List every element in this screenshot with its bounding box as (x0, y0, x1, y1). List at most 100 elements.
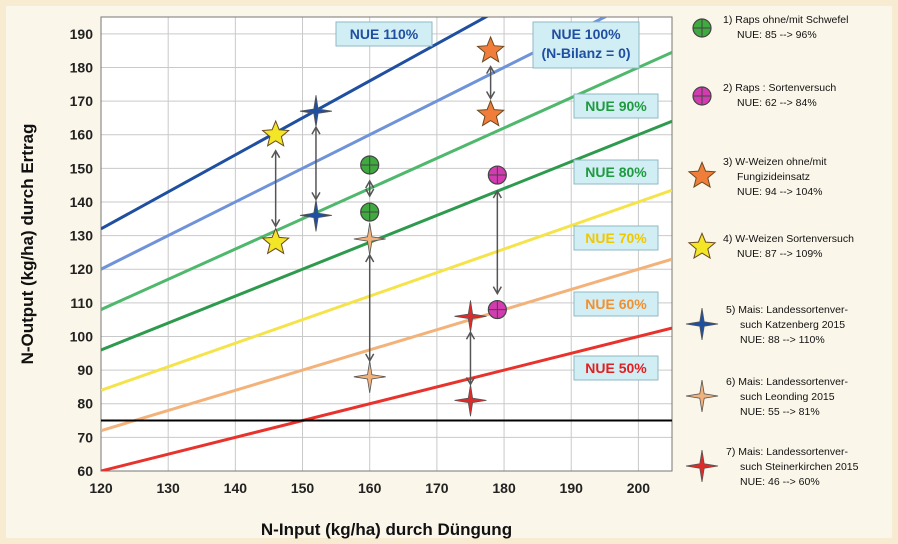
legend-entry: 5) Mais: Landessortenver-such Katzenberg… (685, 304, 848, 346)
legend-label: NUE: 55 --> 81% (740, 406, 820, 418)
legend-label: 6) Mais: Landessortenver- (726, 376, 848, 388)
y-tick-label: 170 (70, 93, 94, 109)
data-points (261, 35, 507, 417)
y-tick-label: 80 (77, 396, 93, 412)
legend-label: 1) Raps ohne/mit Schwefel (723, 14, 848, 26)
legend-entry: 7) Mais: Landessortenver-such Steinerkir… (685, 446, 859, 488)
data-point (685, 308, 719, 340)
x-tick-label: 120 (89, 480, 113, 496)
change-arrow (365, 179, 375, 198)
legend-label: 4) W-Weizen Sortenversuch (723, 233, 854, 245)
nue-label: NUE 50% (573, 355, 659, 381)
change-arrow (311, 125, 321, 201)
x-axis-label: N-Input (kg/ha) durch Düngung (261, 520, 512, 539)
y-tick-label: 130 (70, 228, 94, 244)
data-point (692, 86, 712, 106)
data-point (454, 300, 487, 333)
data-point (685, 380, 719, 412)
data-point (687, 231, 717, 260)
data-point (299, 199, 332, 232)
legend-label: 2) Raps : Sortenversuch (723, 82, 836, 94)
nue-label-text: NUE 100% (551, 26, 621, 42)
x-tick-label: 140 (224, 480, 248, 496)
tick-labels: 120 130 140 150 160 170 180 190 200 60 70 80 90 100 11… (70, 26, 651, 496)
data-point (353, 360, 386, 393)
nue-label: NUE 110% (335, 21, 433, 47)
legend-label: 5) Mais: Landessortenver- (726, 304, 848, 316)
plot-border (100, 16, 673, 472)
nue-label: NUE 90% (573, 93, 659, 119)
legend-label: such Steinerkirchen 2015 (740, 461, 859, 473)
y-tick-label: 160 (70, 127, 94, 143)
x-tick-label: 130 (156, 480, 180, 496)
x-tick-label: 180 (492, 480, 516, 496)
nue-label: NUE 80% (573, 159, 659, 185)
arrows (271, 65, 502, 386)
legend-entry: 2) Raps : Sortenversuch NUE: 62 --> 84% (692, 82, 836, 109)
data-point (360, 202, 380, 222)
data-point (476, 35, 505, 63)
legend-entry: 4) W-Weizen Sortenversuch NUE: 87 --> 109… (687, 231, 854, 260)
nue-label-text: NUE 50% (585, 360, 647, 376)
data-point (487, 299, 507, 320)
legend-label: 7) Mais: Landessortenver- (726, 446, 848, 458)
legend: 1) Raps ohne/mit Schwefel NUE: 85 --> 96%… (685, 14, 859, 488)
nue-label-text: (N-Bilanz = 0) (541, 45, 630, 61)
nue-label-text: NUE 90% (585, 98, 647, 114)
legend-label: NUE: 62 --> 84% (737, 97, 817, 109)
y-tick-label: 70 (77, 429, 93, 445)
x-tick-label: 160 (358, 480, 382, 496)
data-point (487, 165, 507, 185)
change-arrow (492, 189, 502, 296)
nue-label-box (573, 93, 659, 119)
legend-label: NUE: 87 --> 109% (737, 248, 823, 260)
data-point (476, 99, 505, 127)
data-point (685, 450, 719, 482)
legend-entry: 1) Raps ohne/mit Schwefel NUE: 85 --> 96% (692, 14, 848, 41)
legend-label: such Katzenberg 2015 (740, 319, 845, 331)
nue-label-text: NUE 70% (585, 230, 647, 246)
y-tick-label: 100 (70, 328, 94, 344)
x-tick-label: 190 (560, 480, 584, 496)
data-point (261, 227, 290, 255)
nue-label-box (573, 291, 659, 317)
legend-label: 3) W-Weizen ohne/mit (723, 156, 827, 168)
legend-entry: 6) Mais: Landessortenver-such Leonding 2… (685, 376, 848, 418)
data-point (299, 95, 332, 128)
nue-label-text: NUE 80% (585, 164, 647, 180)
change-arrow (271, 149, 281, 228)
y-tick-label: 60 (77, 463, 93, 479)
y-tick-label: 90 (77, 362, 93, 378)
nue-line (101, 257, 672, 433)
nue-labels: NUE 110% NUE 100% (N-Bilanz = 0) NUE 90% NUE… (335, 21, 659, 381)
data-point (687, 160, 717, 189)
data-point (360, 155, 380, 175)
x-tick-label: 150 (291, 480, 315, 496)
nue-label: NUE 70% (573, 225, 659, 251)
x-tick-label: 200 (627, 480, 651, 496)
nue-line (101, 119, 672, 352)
nue-label-box (573, 225, 659, 251)
nue-label-box (573, 355, 659, 381)
data-point (261, 119, 290, 147)
y-tick-label: 180 (70, 59, 94, 75)
nue-line (101, 326, 672, 471)
nue-line (101, 17, 489, 231)
nue-label-text: NUE 60% (585, 296, 647, 312)
y-tick-label: 110 (70, 295, 93, 311)
legend-label: NUE: 85 --> 96% (737, 29, 817, 41)
nue-lines (101, 17, 672, 471)
legend-label: NUE: 88 --> 110% (740, 334, 825, 346)
y-tick-label: 120 (70, 261, 94, 277)
y-tick-label: 190 (70, 26, 94, 42)
legend-label: NUE: 94 --> 104% (737, 186, 823, 198)
legend-label: NUE: 46 --> 60% (740, 476, 820, 488)
nue-label: NUE 60% (573, 291, 659, 317)
change-arrow (485, 65, 496, 101)
y-tick-label: 140 (70, 194, 94, 210)
legend-label: Fungizideinsatz (737, 171, 810, 183)
legend-entry: 3) W-Weizen ohne/mit Fungizideinsatz NUE: … (687, 156, 827, 198)
legend-label: such Leonding 2015 (740, 391, 835, 403)
